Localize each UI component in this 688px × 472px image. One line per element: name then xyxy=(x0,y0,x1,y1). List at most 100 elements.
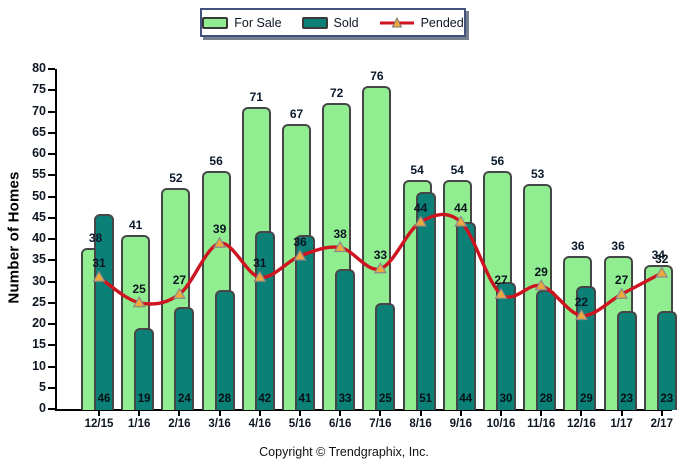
for-sale-value-label: 36 xyxy=(571,239,585,253)
x-tick xyxy=(98,411,100,416)
x-tick-label: 12/15 xyxy=(84,418,114,430)
x-tick-label: 4/16 xyxy=(248,418,271,430)
sold-value-label: 30 xyxy=(499,393,513,405)
for-sale-value-label: 76 xyxy=(370,69,384,83)
bar-sold xyxy=(335,268,356,410)
pended-value-label: 44 xyxy=(413,201,428,215)
y-tick-label: 75 xyxy=(32,82,46,97)
y-tick xyxy=(48,216,55,219)
y-tick-label: 70 xyxy=(32,103,46,118)
y-tick-label: 25 xyxy=(32,294,46,309)
sold-value-label: 42 xyxy=(258,393,272,405)
y-tick xyxy=(48,365,55,368)
legend-label-pended: Pended xyxy=(420,15,464,30)
x-tick-label: 2/16 xyxy=(168,418,191,430)
for-sale-value-label: 56 xyxy=(490,154,505,168)
y-tick xyxy=(48,280,55,283)
bar-sold xyxy=(214,290,235,410)
x-tick xyxy=(299,411,301,416)
legend-item-for-sale: For Sale xyxy=(202,15,282,30)
x-tick-label: 9/16 xyxy=(449,418,472,430)
pended-value-label: 27 xyxy=(614,273,629,288)
sold-value-label: 23 xyxy=(660,393,674,405)
y-tick xyxy=(48,195,55,198)
y-tick-label: 50 xyxy=(32,188,46,203)
x-tick-label: 7/16 xyxy=(369,418,392,430)
y-tick xyxy=(48,238,55,240)
sold-value-label: 19 xyxy=(137,393,151,405)
x-tick xyxy=(379,411,382,416)
sold-value-label: 24 xyxy=(177,393,191,405)
sold-value-label: 51 xyxy=(419,393,432,405)
sold-value-label: 29 xyxy=(579,393,593,405)
y-tick-label: 35 xyxy=(32,252,46,267)
bar-sold xyxy=(536,290,557,410)
x-tick-label: 2/17 xyxy=(650,418,673,430)
sold-value-label: 44 xyxy=(459,393,473,405)
x-tick-label: 10/16 xyxy=(486,418,516,430)
for-sale-value-label: 54 xyxy=(450,162,464,177)
y-tick xyxy=(48,89,55,92)
for-sale-value-label: 36 xyxy=(611,239,625,253)
pended-value-label: 38 xyxy=(333,226,347,241)
pended-value-label: 22 xyxy=(574,294,589,309)
y-tick xyxy=(48,301,55,304)
y-tick xyxy=(48,131,55,134)
pended-value-label: 36 xyxy=(293,235,307,249)
y-tick xyxy=(48,68,55,70)
x-tick-label: 6/16 xyxy=(328,418,352,430)
x-tick-label: 1/17 xyxy=(610,418,633,430)
pended-value-label: 25 xyxy=(132,281,146,296)
pended-value-label: 29 xyxy=(534,264,548,279)
x-tick xyxy=(138,411,141,416)
sold-swatch-icon xyxy=(301,16,328,29)
x-tick xyxy=(178,411,181,416)
y-tick xyxy=(48,110,55,113)
sold-value-label: 28 xyxy=(218,393,231,405)
legend: For Sale Sold Pended xyxy=(200,8,466,37)
copyright-text: Copyright © Trendgraphix, Inc. xyxy=(259,445,429,459)
for-sale-value-label: 67 xyxy=(289,107,304,122)
for-sale-value-label: 52 xyxy=(169,171,183,185)
y-tick xyxy=(48,408,55,410)
pended-value-label: 32 xyxy=(655,252,669,266)
for-sale-value-label: 72 xyxy=(330,86,344,100)
bar-sold xyxy=(134,328,155,410)
sold-value-label: 25 xyxy=(378,393,392,405)
x-tick xyxy=(620,411,623,416)
for-sale-value-label: 38 xyxy=(88,230,103,245)
x-tick xyxy=(500,411,502,416)
sold-value-label: 46 xyxy=(97,393,111,405)
x-tick xyxy=(459,411,462,416)
y-tick xyxy=(48,259,55,262)
x-tick xyxy=(540,411,543,416)
pended-value-label: 27 xyxy=(172,273,187,288)
for-sale-value-label: 56 xyxy=(209,154,223,168)
y-tick-label: 5 xyxy=(39,379,46,394)
x-tick xyxy=(218,411,221,416)
x-tick-label: 12/16 xyxy=(567,418,596,430)
x-tick-label: 1/16 xyxy=(127,418,151,430)
y-tick-label: 30 xyxy=(32,273,46,288)
y-tick-label: 15 xyxy=(32,337,46,352)
pended-value-label: 31 xyxy=(253,256,267,271)
legend-label-for-sale: For Sale xyxy=(234,15,282,30)
x-tick-label: 3/16 xyxy=(208,418,231,430)
y-tick xyxy=(48,153,55,155)
x-tick-label: 11/16 xyxy=(527,418,556,430)
legend-item-pended: Pended xyxy=(379,16,464,30)
bar-sold xyxy=(455,222,476,410)
y-tick-label: 40 xyxy=(32,231,46,245)
y-tick-label: 65 xyxy=(32,124,46,139)
pended-value-label: 31 xyxy=(92,256,106,271)
x-tick xyxy=(580,411,583,416)
x-tick-label: 8/16 xyxy=(409,418,432,430)
pended-value-label: 33 xyxy=(373,247,388,262)
sold-value-label: 41 xyxy=(298,393,312,405)
y-tick-label: 80 xyxy=(32,61,46,75)
x-tick xyxy=(660,411,663,416)
y-tick-label: 45 xyxy=(32,209,46,224)
pended-value-label: 39 xyxy=(212,222,227,237)
y-axis-line xyxy=(55,69,57,411)
